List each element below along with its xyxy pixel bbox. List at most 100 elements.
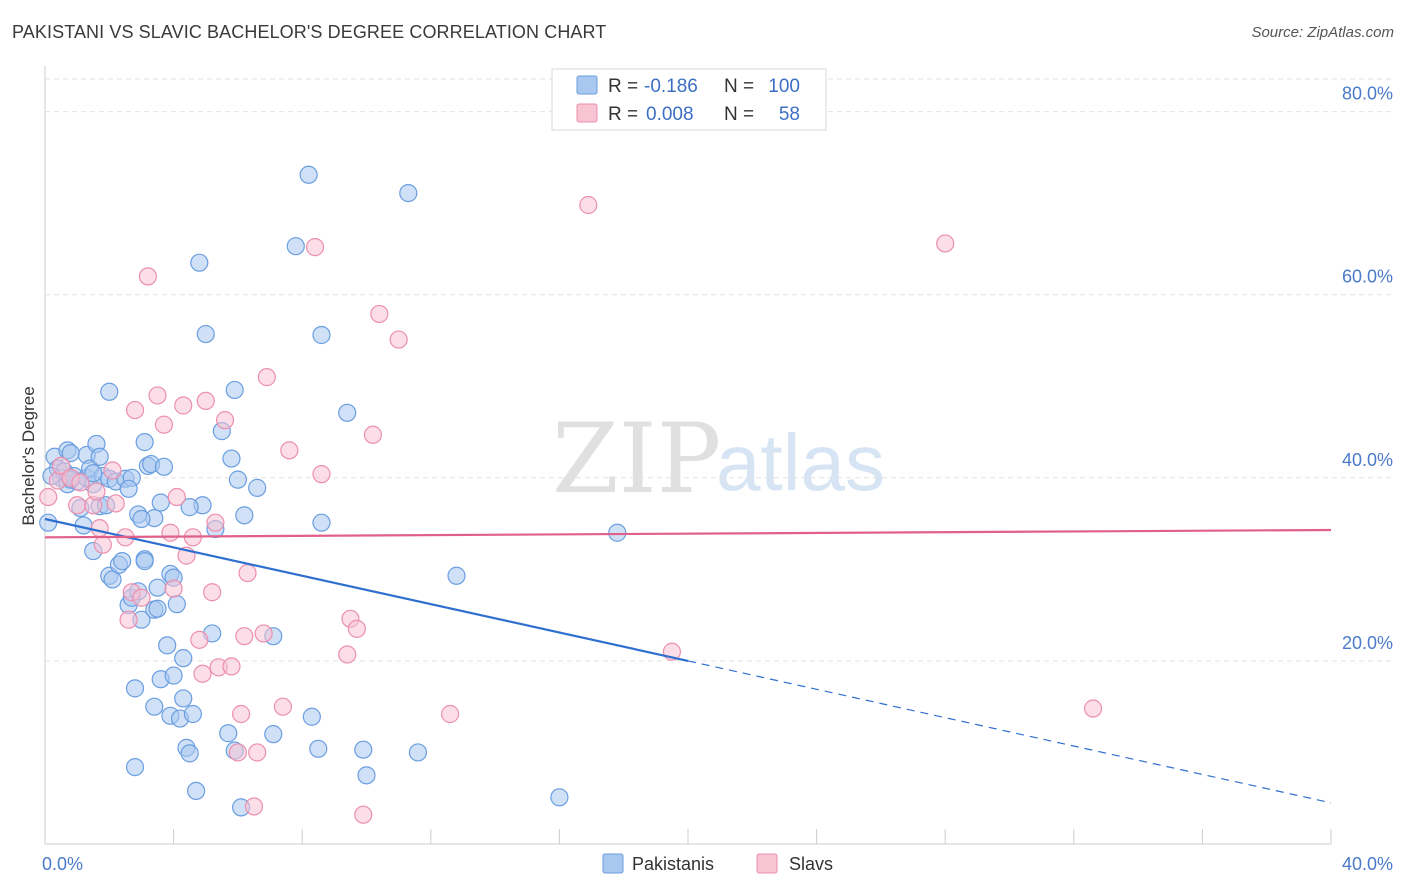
y-tick-label-0: 20.0% — [1342, 633, 1393, 653]
trend-slavs — [44, 528, 1332, 539]
point-slavs-20 — [161, 523, 180, 542]
legend-swatch-slavs — [576, 103, 598, 123]
point-slavs-13 — [119, 610, 138, 629]
point-pakistanis-63 — [187, 781, 206, 801]
point-slavs-42 — [273, 697, 293, 716]
point-slavs-2 — [51, 456, 71, 476]
point-pakistanis-62 — [183, 704, 202, 724]
point-slavs-8 — [90, 519, 109, 538]
point-slavs-36 — [235, 627, 254, 646]
point-pakistanis-55 — [164, 666, 183, 685]
point-slavs-51 — [370, 304, 389, 324]
point-pakistanis-84 — [312, 325, 331, 345]
point-slavs-9 — [93, 535, 112, 554]
tick-labels: 20.0% 40.0% 60.0% 80.0% 0.0% 40.0% — [42, 84, 1393, 874]
data-points — [39, 165, 1103, 824]
chart-title: PAKISTANI VS SLAVIC BACHELOR'S DEGREE CO… — [12, 22, 607, 42]
point-pakistanis-83 — [309, 739, 328, 758]
point-slavs-22 — [167, 487, 186, 507]
point-slavs-38 — [244, 797, 264, 816]
point-pakistanis-91 — [447, 566, 466, 585]
point-slavs-56 — [936, 234, 955, 253]
point-pakistanis-64 — [190, 253, 209, 272]
legend-r-value-pakistanis: -0.186 — [644, 76, 698, 97]
point-pakistanis-88 — [357, 766, 376, 785]
point-pakistanis-79 — [264, 725, 283, 744]
point-pakistanis-87 — [354, 740, 373, 759]
point-pakistanis-77 — [248, 478, 267, 497]
point-slavs-34 — [228, 743, 247, 762]
point-slavs-50 — [363, 425, 383, 444]
point-slavs-26 — [190, 630, 209, 649]
point-slavs-28 — [196, 391, 215, 411]
point-pakistanis-48 — [151, 493, 170, 512]
point-pakistanis-70 — [219, 724, 238, 743]
y-axis-label: Bachelor's Degree — [19, 386, 38, 525]
point-slavs-46 — [338, 645, 357, 664]
point-pakistanis-67 — [196, 324, 215, 344]
point-slavs-27 — [193, 664, 212, 683]
point-slavs-44 — [305, 238, 325, 257]
point-slavs-16 — [132, 588, 151, 607]
point-slavs-57 — [1083, 699, 1103, 718]
trend-pakistanis — [44, 517, 689, 662]
point-pakistanis-28 — [113, 552, 132, 571]
point-slavs-53 — [440, 704, 460, 724]
point-slavs-32 — [215, 411, 235, 430]
watermark-atlas: atlas — [716, 418, 885, 507]
legend-r-value-slavs: 0.008 — [646, 104, 694, 125]
point-pakistanis-86 — [338, 403, 357, 422]
trend-extension-pakistanis — [687, 660, 1332, 804]
point-slavs-0 — [39, 487, 58, 507]
point-pakistanis-39 — [135, 552, 154, 571]
y-tick-label-2: 60.0% — [1342, 267, 1393, 287]
point-pakistanis-34 — [125, 679, 145, 698]
point-pakistanis-58 — [174, 649, 193, 668]
point-pakistanis-47 — [148, 599, 167, 618]
point-pakistanis-33 — [125, 757, 145, 777]
legend-n-value-pakistanis: 100 — [768, 76, 800, 97]
point-pakistanis-85 — [312, 513, 331, 532]
point-pakistanis-51 — [158, 636, 177, 655]
point-slavs-52 — [389, 330, 408, 349]
bottom-legend-label-pakistanis: Pakistanis — [632, 854, 714, 874]
point-slavs-54 — [579, 195, 598, 215]
point-pakistanis-0 — [39, 513, 58, 532]
series-slavs — [39, 195, 1103, 824]
point-pakistanis-99 — [132, 509, 151, 529]
trend-lines — [44, 517, 1332, 804]
point-pakistanis-72 — [225, 380, 244, 400]
point-slavs-35 — [232, 704, 251, 724]
point-pakistanis-56 — [167, 595, 186, 614]
point-pakistanis-74 — [228, 470, 247, 489]
point-pakistanis-89 — [399, 183, 418, 203]
axes — [44, 66, 1332, 845]
y-tick-label-1: 40.0% — [1342, 450, 1393, 470]
bottom-legend-swatch-pakistanis — [602, 853, 624, 874]
point-slavs-48 — [347, 619, 366, 638]
point-pakistanis-76 — [235, 506, 254, 525]
point-slavs-15 — [125, 400, 145, 420]
point-pakistanis-90 — [408, 743, 428, 762]
point-slavs-41 — [257, 368, 276, 387]
point-pakistanis-96 — [84, 464, 103, 483]
point-slavs-40 — [254, 624, 273, 643]
point-pakistanis-81 — [299, 165, 318, 184]
point-pakistanis-19 — [90, 447, 109, 466]
point-slavs-4 — [68, 496, 87, 515]
point-slavs-23 — [174, 396, 193, 415]
correlation-legend: R = -0.186 N = 100 R = 0.008 N = 58 — [551, 68, 827, 131]
series-legend: Pakistanis Slavs — [602, 853, 833, 874]
point-slavs-21 — [164, 579, 183, 598]
point-slavs-29 — [203, 583, 222, 602]
point-pakistanis-45 — [145, 697, 164, 716]
point-pakistanis-46 — [148, 578, 167, 597]
point-slavs-18 — [148, 386, 167, 405]
source-credit: Source: ZipAtlas.com — [1251, 24, 1394, 41]
legend-n-label-slavs: N = — [724, 104, 754, 125]
watermark-zip: ZIP — [552, 403, 721, 515]
point-slavs-17 — [138, 267, 157, 286]
point-slavs-10 — [103, 461, 122, 480]
bottom-legend-label-slavs: Slavs — [789, 854, 833, 874]
point-slavs-49 — [354, 805, 373, 824]
